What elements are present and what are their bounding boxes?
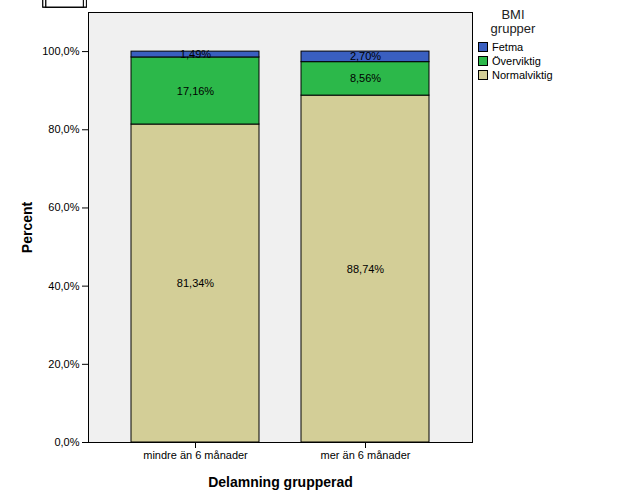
html-text:BMI grupper: BMI grupper	[490, 7, 536, 36]
svg-text:8,56%: 8,56%	[350, 72, 381, 84]
svg-text:mer än 6 månader: mer än 6 månader	[321, 449, 411, 461]
svg-text:2,70%: 2,70%	[350, 50, 381, 62]
svg-text:81,34%: 81,34%	[177, 277, 215, 289]
svg-text:100,0%: 100,0%	[42, 45, 80, 57]
svg-text:60,0%: 60,0%	[48, 201, 79, 213]
svg-text:80,0%: 80,0%	[48, 123, 79, 135]
svg-text:Percent: Percent	[19, 201, 35, 253]
svg-text:20,0%: 20,0%	[48, 358, 79, 370]
svg-text:mindre än 6 månader: mindre än 6 månader	[143, 449, 248, 461]
svg-text:17,16%: 17,16%	[177, 85, 215, 97]
svg-text:0,0%: 0,0%	[54, 436, 79, 448]
svg-text:Delamning grupperad: Delamning grupperad	[208, 474, 353, 490]
svg-text:40,0%: 40,0%	[48, 280, 79, 292]
html-text:Fetma: Fetma	[492, 41, 524, 53]
html-text:Överviktig: Överviktig	[492, 55, 541, 67]
svg-text:88,74%: 88,74%	[347, 263, 385, 275]
html-text:Normalviktig: Normalviktig	[492, 69, 553, 81]
svg-text:1,49%: 1,49%	[180, 48, 211, 60]
